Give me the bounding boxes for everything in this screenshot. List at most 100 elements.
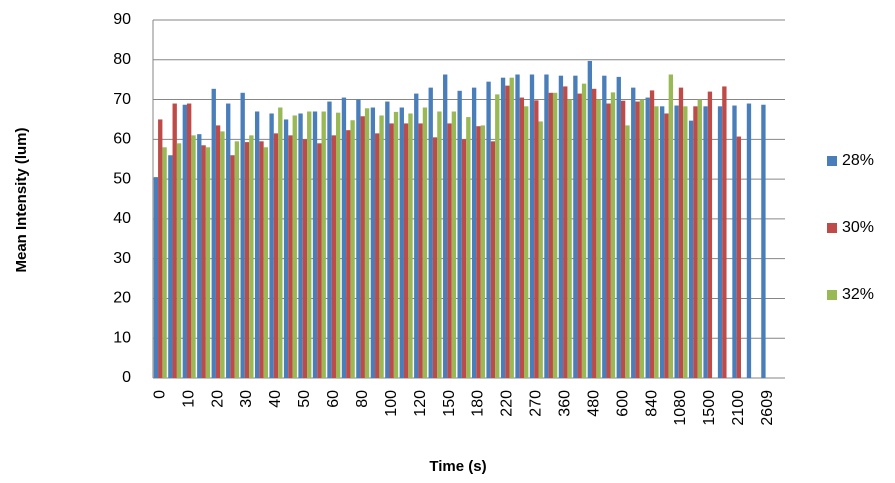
bar xyxy=(577,93,582,378)
x-tick-label: 50 xyxy=(296,390,313,408)
bar xyxy=(664,113,669,378)
bar xyxy=(254,111,260,378)
bar xyxy=(476,126,481,378)
bar xyxy=(389,123,394,378)
bar xyxy=(370,107,376,378)
bar xyxy=(317,143,322,378)
bar xyxy=(307,111,312,378)
bar xyxy=(587,60,593,379)
x-tick-label: 20 xyxy=(209,390,226,408)
bar xyxy=(457,90,462,378)
bar xyxy=(639,99,645,379)
bar xyxy=(573,75,578,378)
bar xyxy=(350,120,355,379)
bar xyxy=(341,97,347,379)
bar xyxy=(519,97,525,379)
y-tick-label: 80 xyxy=(113,51,131,68)
bar xyxy=(683,106,688,378)
x-tick-label: 40 xyxy=(267,390,284,408)
bar xyxy=(162,147,167,378)
bar xyxy=(249,135,254,378)
bar xyxy=(273,133,279,378)
bar xyxy=(360,116,365,379)
bar xyxy=(610,92,616,378)
y-tick-label: 40 xyxy=(113,210,131,227)
bar xyxy=(176,143,182,378)
x-tick-label: 60 xyxy=(325,390,342,408)
bar xyxy=(524,106,529,378)
bar xyxy=(191,135,196,378)
bar xyxy=(703,106,708,378)
bar xyxy=(278,107,283,378)
bar xyxy=(230,155,235,378)
bar xyxy=(471,87,477,378)
bar xyxy=(158,119,163,378)
bar xyxy=(674,105,679,379)
bar xyxy=(385,101,390,379)
bar xyxy=(631,87,636,378)
bar xyxy=(186,103,192,379)
bar xyxy=(548,92,553,378)
bar xyxy=(408,113,413,378)
bar xyxy=(182,104,187,378)
bar xyxy=(226,103,231,379)
bar xyxy=(717,106,723,378)
bar xyxy=(302,139,308,378)
bar xyxy=(399,107,404,378)
x-tick-label: 30 xyxy=(238,390,255,408)
x-axis-title: Time (s) xyxy=(429,458,486,475)
bar xyxy=(649,90,655,378)
bar xyxy=(321,111,326,378)
x-tick-label: 1500 xyxy=(701,390,718,426)
bar xyxy=(437,111,442,378)
bar xyxy=(327,101,332,379)
x-tick-label: 360 xyxy=(556,390,573,417)
bar xyxy=(736,136,742,378)
bar xyxy=(447,123,452,378)
y-tick-label: 50 xyxy=(113,170,131,187)
bar xyxy=(596,99,601,379)
y-tick-label: 20 xyxy=(113,290,131,307)
bar xyxy=(393,111,399,379)
x-tick-label: 600 xyxy=(614,390,631,417)
y-tick-label: 30 xyxy=(113,250,131,267)
bar xyxy=(538,121,543,378)
bar xyxy=(346,130,351,378)
bar xyxy=(220,131,225,378)
bar xyxy=(375,133,380,378)
bar xyxy=(288,135,293,378)
bar xyxy=(259,141,264,378)
y-tick-label: 90 xyxy=(113,11,131,28)
bar xyxy=(688,120,694,378)
bar xyxy=(552,92,558,378)
bar xyxy=(515,74,520,379)
bar xyxy=(451,111,457,378)
bar xyxy=(428,87,433,378)
x-tick-label: 80 xyxy=(354,390,371,408)
bar xyxy=(312,111,318,378)
bar xyxy=(505,85,510,378)
bar xyxy=(201,145,206,378)
bar xyxy=(567,99,572,379)
y-tick-label: 0 xyxy=(122,369,131,386)
x-tick-label: 120 xyxy=(412,390,429,417)
legend-swatch xyxy=(827,223,837,233)
bar xyxy=(761,104,766,378)
x-tick-label: 10 xyxy=(180,390,197,408)
bar xyxy=(697,99,702,379)
bar xyxy=(616,76,621,378)
bar xyxy=(660,106,665,378)
legend-swatch xyxy=(827,290,837,300)
bar xyxy=(602,75,607,378)
bar xyxy=(292,115,297,378)
bar xyxy=(693,106,698,378)
y-tick-label: 70 xyxy=(113,91,131,108)
bar xyxy=(722,86,727,378)
x-tick-label: 100 xyxy=(383,390,400,417)
bar xyxy=(269,113,274,378)
bar xyxy=(205,147,211,378)
bar xyxy=(606,103,611,379)
bar xyxy=(215,125,221,379)
y-tick-label: 60 xyxy=(113,131,131,148)
x-tick-label: 480 xyxy=(585,390,602,417)
